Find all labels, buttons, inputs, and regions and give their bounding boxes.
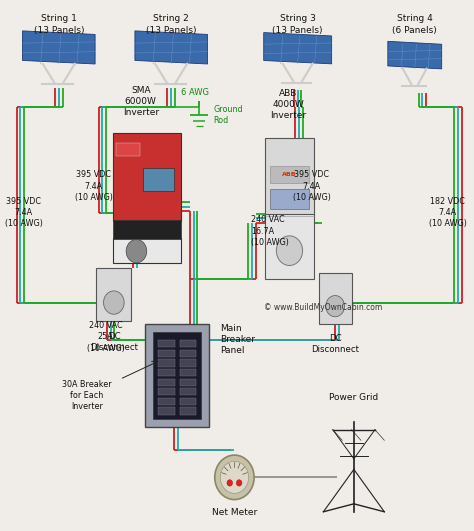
FancyBboxPatch shape xyxy=(180,359,196,366)
FancyBboxPatch shape xyxy=(113,238,181,263)
Text: 182 VDC
7.4A
(10 AWG): 182 VDC 7.4A (10 AWG) xyxy=(428,197,466,228)
FancyBboxPatch shape xyxy=(319,273,352,324)
FancyBboxPatch shape xyxy=(158,398,174,405)
FancyBboxPatch shape xyxy=(146,324,209,427)
FancyBboxPatch shape xyxy=(265,214,314,279)
FancyBboxPatch shape xyxy=(158,379,174,386)
Circle shape xyxy=(215,455,254,500)
Text: © www.BuildMyOwnCabin.com: © www.BuildMyOwnCabin.com xyxy=(264,303,383,312)
Text: 6 AWG: 6 AWG xyxy=(181,88,209,97)
FancyBboxPatch shape xyxy=(180,369,196,376)
Polygon shape xyxy=(264,32,332,64)
FancyBboxPatch shape xyxy=(270,189,309,209)
Text: 30A Breaker
for Each
Inverter: 30A Breaker for Each Inverter xyxy=(62,380,112,411)
FancyBboxPatch shape xyxy=(158,350,174,357)
Polygon shape xyxy=(388,41,442,69)
FancyBboxPatch shape xyxy=(158,359,174,366)
FancyBboxPatch shape xyxy=(158,369,174,376)
Text: 240 VAC
16.7A
(10 AWG): 240 VAC 16.7A (10 AWG) xyxy=(251,216,289,247)
FancyBboxPatch shape xyxy=(158,340,174,347)
Text: String 4
(6 Panels): String 4 (6 Panels) xyxy=(392,14,437,35)
Circle shape xyxy=(326,296,345,316)
Circle shape xyxy=(103,291,124,314)
FancyBboxPatch shape xyxy=(153,332,201,419)
Text: 395 VDC
7.4A
(10 AWG): 395 VDC 7.4A (10 AWG) xyxy=(5,197,43,228)
FancyBboxPatch shape xyxy=(180,398,196,405)
Text: ABB: ABB xyxy=(282,173,297,177)
Circle shape xyxy=(276,236,302,266)
Text: Main
Breaker
Panel: Main Breaker Panel xyxy=(220,324,255,355)
FancyBboxPatch shape xyxy=(265,139,314,216)
Circle shape xyxy=(126,239,147,263)
FancyBboxPatch shape xyxy=(116,143,140,157)
FancyBboxPatch shape xyxy=(113,220,181,239)
Text: 395 VDC
7.4A
(10 AWG): 395 VDC 7.4A (10 AWG) xyxy=(75,170,113,202)
Text: Net Meter: Net Meter xyxy=(212,508,257,517)
Text: SMA
6000W
Inverter: SMA 6000W Inverter xyxy=(123,86,159,117)
FancyBboxPatch shape xyxy=(180,340,196,347)
Polygon shape xyxy=(135,31,208,64)
Text: String 2
(13 Panels): String 2 (13 Panels) xyxy=(146,14,196,35)
FancyBboxPatch shape xyxy=(158,407,174,415)
FancyBboxPatch shape xyxy=(113,133,181,221)
Text: 240 VAC
25A
(10 AWG): 240 VAC 25A (10 AWG) xyxy=(87,321,125,353)
Text: 395 VDC
7.4A
(10 AWG): 395 VDC 7.4A (10 AWG) xyxy=(293,170,331,202)
Text: DC
Disconnect: DC Disconnect xyxy=(311,335,359,355)
FancyBboxPatch shape xyxy=(158,388,174,396)
Text: String 3
(13 Panels): String 3 (13 Panels) xyxy=(273,14,323,35)
FancyBboxPatch shape xyxy=(180,407,196,415)
Text: String 1
(13 Panels): String 1 (13 Panels) xyxy=(34,14,84,35)
FancyBboxPatch shape xyxy=(180,379,196,386)
FancyBboxPatch shape xyxy=(270,166,309,183)
Circle shape xyxy=(220,461,248,493)
Text: Power Grid: Power Grid xyxy=(329,393,379,402)
FancyBboxPatch shape xyxy=(180,388,196,396)
Polygon shape xyxy=(22,31,95,64)
Text: DC
Disconnect: DC Disconnect xyxy=(90,332,138,352)
FancyBboxPatch shape xyxy=(96,268,131,321)
FancyBboxPatch shape xyxy=(180,350,196,357)
Circle shape xyxy=(237,479,242,486)
Circle shape xyxy=(227,479,233,486)
Text: Ground
Rod: Ground Rod xyxy=(213,105,243,125)
FancyBboxPatch shape xyxy=(143,168,174,192)
Text: ABB
4000W
Inverter: ABB 4000W Inverter xyxy=(270,89,306,120)
